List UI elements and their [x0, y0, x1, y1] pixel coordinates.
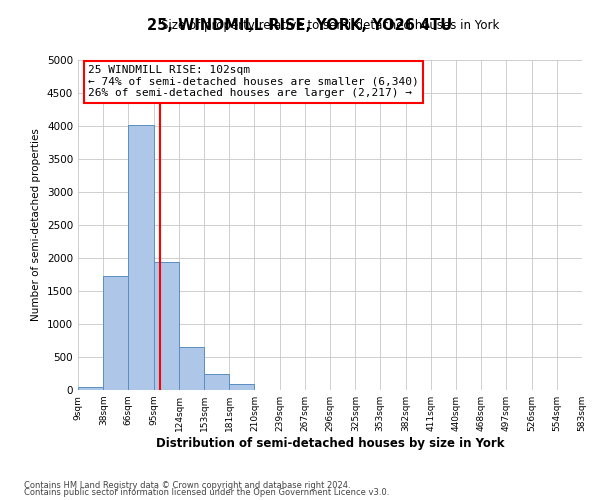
- Text: 25 WINDMILL RISE: 102sqm
← 74% of semi-detached houses are smaller (6,340)
26% o: 25 WINDMILL RISE: 102sqm ← 74% of semi-d…: [88, 65, 419, 98]
- Bar: [103, 276, 128, 390]
- Bar: [179, 347, 205, 390]
- Text: Contains public sector information licensed under the Open Government Licence v3: Contains public sector information licen…: [24, 488, 389, 497]
- Bar: [78, 386, 103, 390]
- Text: Contains HM Land Registry data © Crown copyright and database right 2024.: Contains HM Land Registry data © Crown c…: [24, 480, 350, 490]
- Title: Size of property relative to semi-detached houses in York: Size of property relative to semi-detach…: [161, 20, 499, 32]
- X-axis label: Distribution of semi-detached houses by size in York: Distribution of semi-detached houses by …: [156, 437, 504, 450]
- Bar: [229, 384, 254, 390]
- Bar: [128, 124, 154, 390]
- Bar: [154, 262, 179, 390]
- Text: 25, WINDMILL RISE, YORK, YO26 4TU: 25, WINDMILL RISE, YORK, YO26 4TU: [148, 18, 452, 32]
- Y-axis label: Number of semi-detached properties: Number of semi-detached properties: [31, 128, 41, 322]
- Bar: [205, 374, 229, 390]
